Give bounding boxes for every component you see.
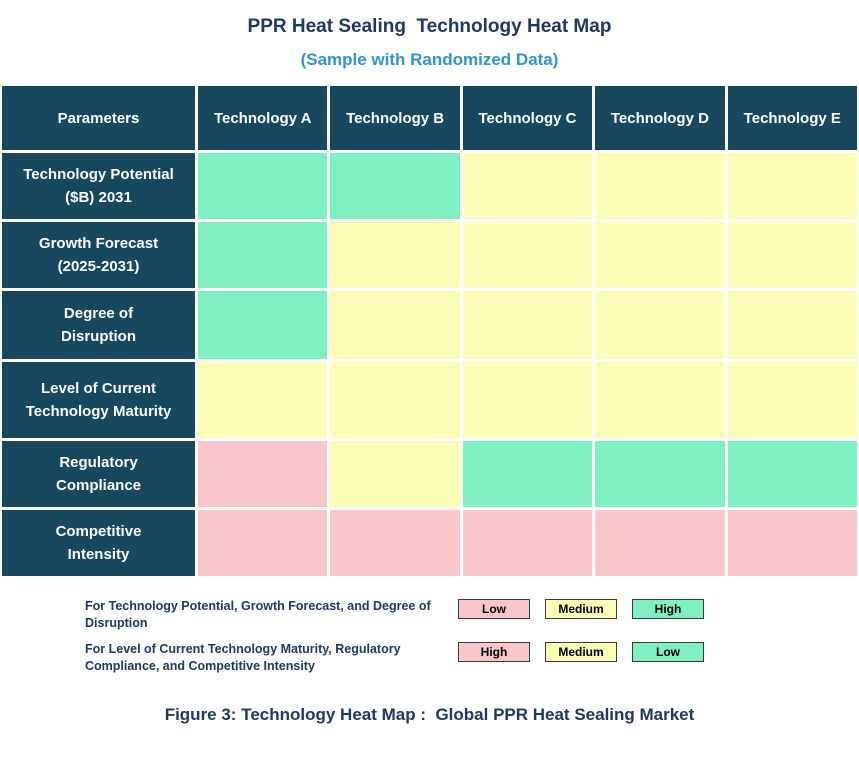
heat-cell bbox=[727, 153, 857, 219]
heat-cell bbox=[198, 222, 328, 288]
heat-cell bbox=[595, 362, 725, 438]
heat-cell bbox=[595, 441, 725, 507]
heat-cell bbox=[595, 153, 725, 219]
header-cell-technology-e: Technology E bbox=[727, 86, 857, 150]
heat-cell bbox=[330, 291, 460, 359]
heat-cell bbox=[330, 222, 460, 288]
legend-row-potential: For Technology Potential, Growth Forecas… bbox=[85, 598, 859, 632]
legend-chip-medium: Medium bbox=[545, 641, 617, 662]
heat-cell bbox=[462, 222, 593, 288]
header-cell-technology-b: Technology B bbox=[330, 86, 460, 150]
legend-chip-low: Low bbox=[632, 641, 704, 662]
heat-cell bbox=[198, 362, 328, 438]
heat-cell bbox=[595, 222, 725, 288]
figure-caption: Figure 3: Technology Heat Map : Global P… bbox=[164, 704, 695, 724]
legend-chip-high: High bbox=[632, 599, 704, 619]
heat-cell bbox=[330, 153, 460, 219]
heatmap-table: Parameters Technology A Technology B Techno… bbox=[2, 86, 857, 576]
heat-cell bbox=[462, 362, 593, 438]
header-cell-technology-c: Technology C bbox=[462, 86, 593, 150]
legend-row-maturity: For Level of Current Technology Maturity… bbox=[85, 641, 859, 675]
row-label: Regulatory Compliance bbox=[2, 441, 195, 507]
heat-cell bbox=[727, 362, 857, 438]
legend-chip-low: Low bbox=[458, 599, 530, 619]
heat-cell bbox=[330, 510, 460, 576]
page-subtitle: (Sample with Randomized Data) bbox=[300, 50, 559, 69]
legend-text-potential: For Technology Potential, Growth Forecas… bbox=[85, 599, 431, 630]
heat-cell bbox=[595, 291, 725, 359]
heat-cell bbox=[198, 510, 328, 576]
row-label: Technology Potential ($B) 2031 bbox=[2, 153, 195, 219]
row-label: Degree of Disruption bbox=[2, 291, 195, 359]
heat-cell bbox=[330, 441, 460, 507]
heat-cell bbox=[198, 153, 328, 219]
heat-cell bbox=[727, 291, 857, 359]
heat-cell bbox=[727, 510, 857, 576]
heat-cell bbox=[727, 441, 857, 507]
heat-cell bbox=[462, 510, 593, 576]
header-cell-technology-a: Technology A bbox=[198, 86, 328, 150]
row-label: Growth Forecast (2025-2031) bbox=[2, 222, 195, 288]
row-label: Level of Current Technology Maturity bbox=[2, 362, 195, 438]
heat-cell bbox=[330, 362, 460, 438]
legend-chips-potential: Low Medium High bbox=[458, 599, 704, 619]
heat-cell bbox=[198, 291, 328, 359]
legend-text-maturity: For Level of Current Technology Maturity… bbox=[85, 641, 401, 673]
row-label: Competitive Intensity bbox=[2, 510, 195, 576]
heat-cell bbox=[462, 291, 593, 359]
heat-cell bbox=[462, 153, 593, 219]
header-cell-parameters: Parameters bbox=[2, 86, 195, 150]
page-title: PPR Heat Sealing Technology Heat Map bbox=[247, 16, 612, 37]
legend-chip-high: High bbox=[458, 641, 530, 662]
heat-cell bbox=[462, 441, 593, 507]
legend-chip-medium: Medium bbox=[545, 599, 617, 619]
heat-cell bbox=[727, 222, 857, 288]
heat-cell bbox=[595, 510, 725, 576]
legend-chips-maturity: High Medium Low bbox=[458, 641, 704, 662]
heat-cell bbox=[198, 441, 328, 507]
legend: For Technology Potential, Growth Forecas… bbox=[85, 598, 859, 675]
header-cell-technology-d: Technology D bbox=[595, 86, 725, 150]
